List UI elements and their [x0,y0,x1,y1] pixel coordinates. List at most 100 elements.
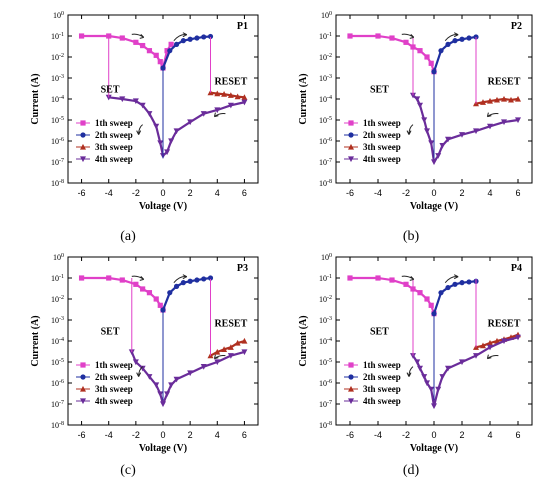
data-point [452,38,458,44]
data-point [417,290,423,296]
data-point [480,99,486,105]
data-point [347,33,353,39]
sweep-arrow [131,33,145,39]
legend-marker [80,132,86,138]
data-point [180,280,186,286]
y-tick-label: 10-8 [319,421,332,430]
legend-label: 3th sweep [95,384,133,394]
data-point [119,35,125,41]
x-tick-label: 2 [188,430,193,440]
data-point [139,102,146,109]
legend-marker [80,385,86,392]
legend-label: 2th sweep [95,130,133,140]
data-point [417,365,423,372]
data-point [157,140,164,147]
y-tick-label: 10-2 [51,53,64,62]
data-point [146,290,153,296]
data-point [133,39,139,45]
y-tick-label: 10-6 [51,137,64,146]
x-tick-label: 4 [487,430,492,440]
sweep-arrow [401,275,415,281]
data-point [214,348,221,355]
panel-caption: (d) [403,463,420,478]
panel-tag: P1 [237,21,248,32]
data-point [424,380,430,387]
panel-tag: P3 [237,263,248,274]
data-point [487,97,493,104]
data-point [105,94,112,101]
x-tick-label: 4 [487,188,492,198]
data-point [227,92,234,98]
x-tick-label: -2 [402,188,410,198]
x-tick-label: -4 [374,188,382,198]
x-tick-label: 6 [242,188,247,198]
legend-label: 1th sweep [363,360,401,370]
data-point [515,117,521,124]
data-point [466,35,472,41]
x-tick-label: -4 [105,430,113,440]
y-tick-label: 100 [321,11,332,20]
data-point [424,296,430,302]
x-tick-label: -6 [346,430,354,440]
data-point [173,128,180,135]
data-point [153,52,159,58]
y-tick-label: 10-4 [319,95,332,104]
data-point [207,275,214,281]
legend-label: 4th sweep [95,396,133,406]
y-tick-label: 10-6 [319,137,332,146]
legend-marker [80,143,86,150]
data-point [515,95,521,102]
data-point [221,346,228,352]
legend-label: 3th sweep [95,142,133,152]
legend-marker [80,362,86,368]
sweep-arrow [213,112,226,118]
x-tick-label: 0 [160,430,165,440]
y-tick-label: 10-5 [51,358,64,367]
legend-marker [348,362,354,368]
x-tick-label: -2 [402,430,410,440]
data-point [439,143,446,149]
x-tick-label: -6 [346,188,354,198]
chart-panel-1: -6 -4 -2 0 2 4 6 10-8 10-7 10-6 10-5 10-4 10-3 10-2 10… [30,11,259,244]
data-point [106,275,112,281]
data-point [194,277,200,283]
data-point [168,138,175,145]
legend-label: 1th sweep [363,118,401,128]
x-tick-label: -4 [374,430,382,440]
x-axis-label: Voltage (V) [139,443,187,454]
y-tick-label: 10-7 [51,400,64,409]
x-tick-label: 2 [459,430,464,440]
legend-marker [80,120,86,126]
y-tick-label: 10-8 [51,421,64,430]
y-tick-label: 10-7 [319,158,332,167]
y-tick-label: 10-5 [319,358,332,367]
y-tick-label: 10-2 [319,53,332,62]
y-tick-label: 10-6 [51,379,64,388]
data-point [438,290,444,296]
data-point [445,365,451,372]
data-point [431,403,437,410]
data-point [140,42,146,49]
data-point [194,35,200,41]
y-tick-label: 10-5 [51,116,64,125]
x-axis-label: Voltage (V) [410,201,458,212]
legend-label: 4th sweep [95,154,133,164]
data-point [227,344,234,350]
data-point [389,35,395,41]
data-point [153,296,159,302]
data-point [417,102,423,109]
data-point [445,136,451,143]
data-point [153,123,160,130]
sweep-arrow [486,112,499,118]
legend-marker [348,132,354,138]
reset-annotation: RESET [488,76,521,87]
data-point [227,353,234,359]
panel-tag: P2 [511,21,522,32]
y-tick-label: 10-6 [319,379,332,388]
sweep-arrow [131,275,145,281]
data-point [452,281,458,287]
data-point [410,353,416,359]
data-point [146,374,153,380]
data-point [466,279,472,285]
data-point [389,277,395,283]
